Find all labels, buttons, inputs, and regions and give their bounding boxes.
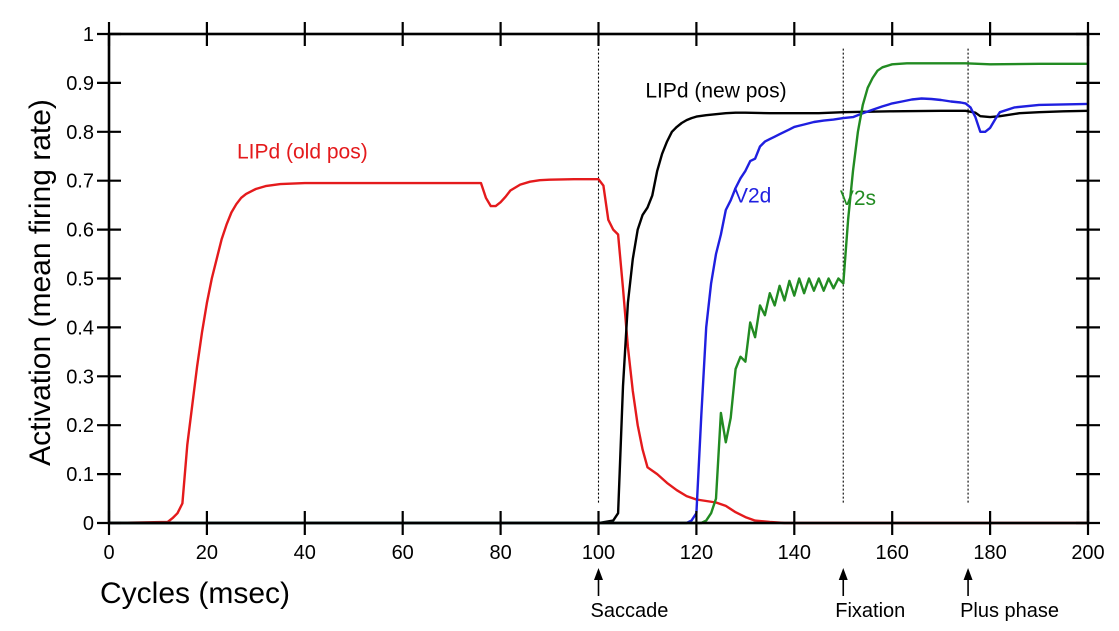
- x-tick-label: 160: [876, 542, 909, 564]
- y-tick-label: 0.6: [66, 220, 94, 242]
- event-label: Plus phase: [960, 600, 1059, 622]
- series-label: LIPd (old pos): [237, 141, 368, 164]
- y-tick-label: 0.5: [66, 269, 94, 291]
- series-label: LIPd (new pos): [645, 80, 786, 103]
- event-arrow-head: [838, 568, 848, 580]
- series-line: [107, 177, 1090, 525]
- y-tick-label: 0.2: [66, 415, 94, 437]
- event-label: Saccade: [591, 600, 669, 622]
- series-line: [107, 97, 1090, 525]
- x-tick-label: 0: [103, 542, 114, 564]
- y-tick-label: 0.8: [66, 122, 94, 144]
- x-axis-label: Cycles (msec): [100, 577, 290, 610]
- x-tick-label: 140: [778, 542, 811, 564]
- x-tick-label: 120: [680, 542, 713, 564]
- x-tick-label: 100: [582, 542, 615, 564]
- event-arrow-head: [963, 568, 973, 580]
- event-arrow-head: [594, 568, 603, 580]
- y-tick-label: 0.3: [66, 366, 94, 388]
- series-label: V2s: [840, 187, 876, 210]
- x-tick-label: 60: [392, 542, 414, 564]
- event-annotations: Saccade Fixation Plus phase: [591, 568, 1059, 622]
- y-tick-label: 0.9: [66, 73, 94, 95]
- y-tick-label: 1: [83, 24, 94, 46]
- series-labels: LIPd (old pos) LIPd (new pos) V2d V2s: [237, 80, 876, 211]
- x-tick-label: 200: [1071, 542, 1104, 564]
- x-tick-label: 180: [973, 542, 1006, 564]
- y-tick-label: 0.4: [66, 317, 94, 339]
- y-tick-label: 0.1: [66, 464, 94, 486]
- x-tick-label: 20: [196, 542, 218, 564]
- series-label: V2d: [734, 185, 771, 208]
- event-label: Fixation: [835, 600, 905, 622]
- y-axis-label: Activation (mean firing rate): [24, 99, 57, 466]
- event-marker-lines: [597, 48, 969, 504]
- axis-ticks: 0 20 40 60 80 100 120 140 160 180 200 0 0.1 0.2 0.3 0.4…: [66, 22, 1105, 564]
- y-tick-label: 0.7: [66, 171, 94, 193]
- series-line: [107, 109, 1090, 525]
- x-tick-label: 80: [489, 542, 511, 564]
- series-lines: [107, 62, 1090, 525]
- series-line: [107, 62, 1090, 525]
- y-tick-label: 0: [83, 513, 94, 535]
- x-tick-label: 40: [294, 542, 316, 564]
